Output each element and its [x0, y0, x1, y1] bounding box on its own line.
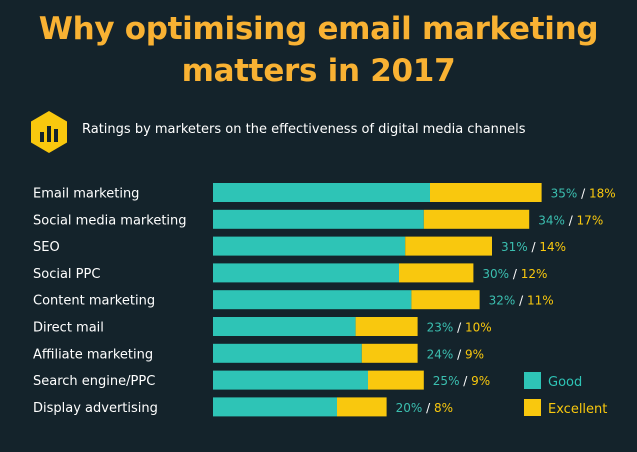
value-excellent: 18	[589, 187, 604, 201]
bar-good	[213, 370, 368, 390]
value-excellent-unit: %	[536, 267, 547, 281]
value-label: 20% / 8%	[396, 401, 453, 415]
value-excellent-unit: %	[479, 374, 490, 388]
value-separator: /	[453, 347, 465, 361]
category-label: Search engine/PPC	[33, 374, 155, 389]
value-excellent-unit: %	[480, 321, 491, 335]
value-excellent-unit: %	[592, 213, 603, 227]
value-excellent: 9	[465, 347, 473, 361]
value-good: 35	[551, 187, 566, 201]
legend-swatch-excellent	[524, 399, 541, 416]
value-good: 24	[427, 347, 442, 361]
bar-good	[213, 263, 399, 283]
legend-swatch-good	[524, 372, 541, 389]
bar-good	[213, 290, 412, 310]
bar-good	[213, 343, 362, 363]
title-line-1: Why optimising email marketing	[38, 11, 599, 47]
legend-label-excellent: Excellent	[548, 402, 607, 417]
category-label: Content marketing	[33, 294, 155, 309]
bar-good	[213, 317, 356, 336]
bar-good	[213, 236, 406, 256]
chart-subtitle: Ratings by marketers on the effectivenes…	[82, 122, 526, 137]
subtitle-row: Ratings by marketers on the effectivenes…	[29, 110, 629, 154]
bar-excellent	[399, 263, 474, 283]
bar-excellent	[423, 209, 530, 229]
bar-good	[213, 183, 430, 202]
value-excellent-unit: %	[473, 347, 484, 361]
category-label: Direct mail	[33, 321, 104, 336]
value-separator: /	[577, 187, 589, 201]
bar-good	[213, 209, 424, 229]
value-separator: /	[509, 267, 521, 281]
value-good-unit: %	[516, 240, 527, 254]
value-separator: /	[515, 294, 527, 308]
value-separator: /	[422, 401, 434, 415]
value-label: 25% / 9%	[433, 374, 490, 388]
category-label: Email marketing	[33, 187, 139, 202]
value-good: 34	[538, 213, 553, 227]
value-excellent-unit: %	[442, 401, 453, 415]
bar-excellent	[405, 236, 492, 256]
bar-excellent	[337, 397, 387, 417]
value-good: 25	[433, 374, 448, 388]
value-separator: /	[453, 321, 465, 335]
value-good-unit: %	[553, 213, 564, 227]
value-excellent: 9	[471, 374, 479, 388]
value-label: 32% / 11%	[489, 294, 554, 308]
value-excellent-unit: %	[555, 240, 566, 254]
bar-excellent	[430, 183, 542, 202]
value-label: 23% / 10%	[427, 321, 492, 335]
bar-chart-hexagon-icon	[31, 111, 67, 153]
bar-excellent	[361, 343, 418, 363]
value-good-unit: %	[411, 401, 422, 415]
value-label: 34% / 17%	[538, 213, 603, 227]
value-label: 24% / 9%	[427, 347, 484, 361]
value-excellent: 11	[527, 294, 542, 308]
value-separator: /	[528, 240, 540, 254]
value-separator: /	[459, 374, 471, 388]
value-excellent: 10	[465, 321, 480, 335]
bar-excellent	[355, 317, 418, 336]
category-label: Affiliate marketing	[33, 347, 153, 362]
value-good: 30	[482, 267, 497, 281]
value-good: 31	[501, 240, 516, 254]
title-line-2: matters in 2017	[181, 53, 456, 89]
value-separator: /	[565, 213, 577, 227]
value-good: 23	[427, 321, 442, 335]
value-excellent: 8	[434, 401, 442, 415]
bar-excellent	[411, 290, 480, 310]
value-good: 32	[489, 294, 504, 308]
category-label: Social PPC	[33, 267, 100, 282]
value-good-unit: %	[504, 294, 515, 308]
value-label: 35% / 18%	[551, 187, 616, 201]
bar-excellent	[368, 370, 424, 390]
value-good-unit: %	[442, 347, 453, 361]
value-label: 30% / 12%	[482, 267, 547, 281]
category-label: Display advertising	[33, 401, 158, 416]
value-good-unit: %	[566, 187, 577, 201]
value-label: 31% / 14%	[501, 240, 566, 254]
category-label: Social media marketing	[33, 213, 187, 228]
value-excellent: 12	[521, 267, 536, 281]
page-title: Why optimising email marketing matters i…	[0, 8, 637, 92]
category-label: SEO	[33, 240, 60, 255]
value-good-unit: %	[498, 267, 509, 281]
value-excellent-unit: %	[604, 187, 615, 201]
value-good: 20	[396, 401, 411, 415]
value-excellent-unit: %	[542, 294, 553, 308]
legend-label-good: Good	[548, 375, 582, 390]
value-excellent: 17	[577, 213, 592, 227]
value-good-unit: %	[448, 374, 459, 388]
value-excellent: 14	[539, 240, 554, 254]
bar-good	[213, 397, 337, 417]
value-good-unit: %	[442, 321, 453, 335]
